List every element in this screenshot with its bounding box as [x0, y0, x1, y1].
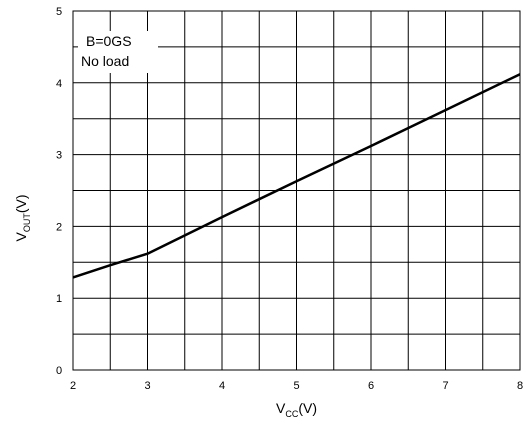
x-tick-label: 6 [368, 380, 374, 392]
y-tick-label: 1 [56, 293, 62, 305]
y-axis-label-main: V [13, 232, 29, 242]
y-tick-label: 2 [56, 221, 62, 233]
x-axis-label-unit: (V) [298, 400, 317, 416]
y-axis-label-sub: OUT [22, 213, 32, 233]
y-tick-label: 0 [56, 365, 62, 377]
x-tick-label: 3 [144, 380, 150, 392]
y-tick-label: 4 [56, 78, 62, 90]
y-axis-label: VOUT(V) [13, 194, 32, 241]
x-tick-label: 8 [517, 380, 523, 392]
y-tick-labels: 0 1 2 3 4 5 [56, 6, 62, 377]
x-tick-label: 7 [442, 380, 448, 392]
x-tick-label: 4 [219, 380, 225, 392]
plot-frame [72, 10, 521, 371]
annotation-box: B=0GS No load [78, 31, 158, 73]
y-tick-label: 3 [56, 150, 62, 162]
series-line [72, 73, 521, 279]
y-axis-label-unit: (V) [13, 194, 29, 213]
y-tick-label: 5 [56, 6, 62, 18]
grid [73, 11, 520, 370]
x-axis-label-sub: CC [285, 409, 298, 419]
annotation-line-2: No load [81, 53, 129, 69]
x-tick-label: 5 [293, 380, 299, 392]
x-axis-label: VCC(V) [276, 400, 317, 419]
x-axis-label-main: V [276, 400, 286, 416]
x-tick-labels: 2 3 4 5 6 7 8 [70, 380, 523, 392]
annotation-background [78, 31, 158, 73]
x-tick-label: 2 [70, 380, 76, 392]
annotation-line-1: B=0GS [86, 33, 132, 49]
